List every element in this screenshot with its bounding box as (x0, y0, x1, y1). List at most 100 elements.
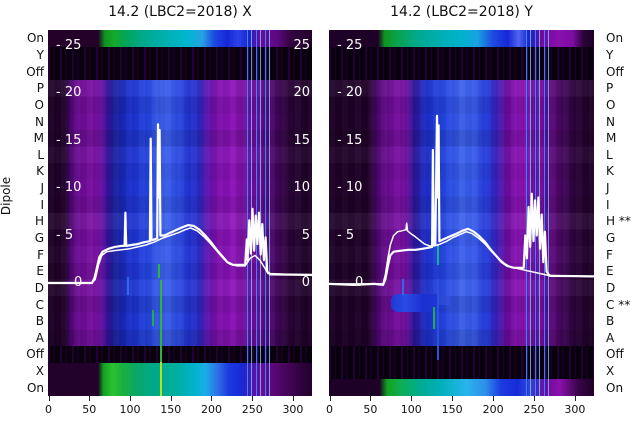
x-tick-mark (89, 396, 91, 401)
panel-title-y: 14.2 (LBC2=2018) Y (390, 4, 533, 20)
median-spectrum (329, 114, 594, 286)
row-label-left-on: On (26, 380, 44, 395)
row-label-left-d: D (34, 280, 44, 295)
anomaly-line-green (160, 280, 162, 366)
x-tick-label: 50 (82, 403, 97, 416)
row-label-right-f: F (606, 247, 613, 262)
row-label-right-c: C ** (606, 297, 631, 312)
x-tick-label: 200 (482, 403, 504, 416)
x-tick-mark (574, 396, 576, 401)
anomaly-line-teal (437, 245, 439, 265)
x-tick-mark (48, 396, 50, 401)
x-tick-label: 100 (119, 403, 141, 416)
row-label-left-b: B (35, 314, 44, 329)
anomaly-line-blue (402, 279, 404, 295)
row-label-right-off: Off (606, 347, 624, 362)
row-label-left-e: E (36, 264, 44, 279)
x-tick-mark (170, 396, 172, 401)
row-label-left-o: O (34, 97, 44, 112)
x-tick-label: 150 (160, 403, 182, 416)
value-tick-label: - 20 (56, 85, 82, 100)
row-label-left-g: G (34, 230, 44, 245)
x-tick-label: 150 (441, 403, 463, 416)
anomaly-blob-tail (438, 296, 450, 305)
value-tick-label: 0 (355, 275, 364, 290)
value-tick-label: - 15 (337, 132, 363, 148)
anomaly-line-yellow (160, 362, 162, 396)
row-label-right-n: N (606, 114, 615, 129)
row-label-right-b: B (606, 314, 615, 329)
row-label-left-x: X (35, 364, 44, 379)
row-label-left-k: K (36, 164, 44, 179)
x-tick-mark (129, 396, 131, 401)
x-tick-label: 200 (200, 403, 222, 416)
x-tick-label: 300 (282, 403, 304, 416)
row-label-left-off: Off (26, 347, 44, 362)
x-tick-mark (533, 396, 535, 401)
anomaly-line-blue (437, 279, 439, 360)
value-tick-label: 5 (301, 228, 310, 243)
value-tick-label: 0 (301, 276, 310, 290)
row-label-left-off: Off (26, 64, 44, 79)
row-label-right-e: E (606, 264, 614, 279)
value-tick-label: - 25 (337, 37, 363, 53)
spectrum-curve-overlay (48, 123, 312, 285)
x-tick-mark (292, 396, 294, 401)
value-tick-label: - 10 (337, 180, 363, 195)
value-tick-label: - 5 (56, 227, 74, 243)
x-tick-label: 100 (400, 403, 422, 416)
row-label-left-j: J (40, 181, 44, 196)
x-tick-mark (493, 396, 495, 401)
x-tick-label: 50 (363, 403, 378, 416)
x-tick-label: 0 (326, 403, 333, 416)
row-label-right-g: G (606, 230, 616, 245)
row-label-right-d: D (606, 280, 616, 295)
heatmap-band-on-top (48, 30, 312, 47)
anomaly-line-blue (127, 277, 129, 295)
heatmap-main-block (329, 80, 594, 346)
row-label-left-h: H (34, 214, 44, 229)
value-tick-label: - 10 (56, 180, 82, 195)
row-label-right-i: I (606, 197, 610, 212)
spectrum-curve-overlay (329, 114, 594, 286)
row-label-left-p: P (36, 81, 44, 96)
x-tick-label: 300 (564, 403, 586, 416)
x-tick-label: 0 (45, 403, 52, 416)
value-tick-label: 0 (74, 275, 83, 290)
row-label-left-y: Y (36, 47, 44, 62)
anomaly-line-green (433, 307, 435, 329)
heatmap-panel-y (329, 30, 594, 396)
value-tick-label: 20 (293, 86, 310, 100)
median-spectrum (48, 123, 312, 285)
row-label-right-on: On (606, 380, 624, 395)
outlier-dipole-spectrum (329, 222, 594, 285)
row-label-left-on: On (26, 31, 44, 46)
value-tick-label: - 20 (337, 85, 363, 100)
row-label-right-off: Off (606, 64, 624, 79)
value-tick-label: - 5 (337, 227, 355, 243)
anomaly-line-green (158, 264, 160, 278)
heatmap-panel-x (48, 30, 312, 396)
value-tick-label: - 25 (56, 37, 82, 53)
value-tick-label: - 15 (56, 132, 82, 148)
row-label-left-l: L (37, 147, 44, 162)
row-label-left-c: C (35, 297, 44, 312)
row-label-right-j: J (606, 181, 610, 196)
row-label-right-h: H ** (606, 214, 631, 229)
x-tick-mark (211, 396, 213, 401)
row-label-right-l: L (606, 147, 613, 162)
value-tick-label: 10 (293, 181, 310, 195)
panel-title-x: 14.2 (LBC2=2018) X (108, 4, 252, 20)
value-tick-label: 25 (293, 38, 310, 53)
value-tick-label: 15 (293, 133, 310, 148)
row-label-right-m: M (606, 131, 617, 146)
anomaly-blob-row-c (391, 294, 438, 312)
x-tick-label: 250 (241, 403, 263, 416)
row-label-right-k: K (606, 164, 614, 179)
row-label-right-o: O (606, 97, 616, 112)
x-tick-mark (252, 396, 254, 401)
row-label-left-i: I (40, 197, 44, 212)
x-tick-label: 250 (523, 403, 545, 416)
row-label-left-m: M (33, 131, 44, 146)
